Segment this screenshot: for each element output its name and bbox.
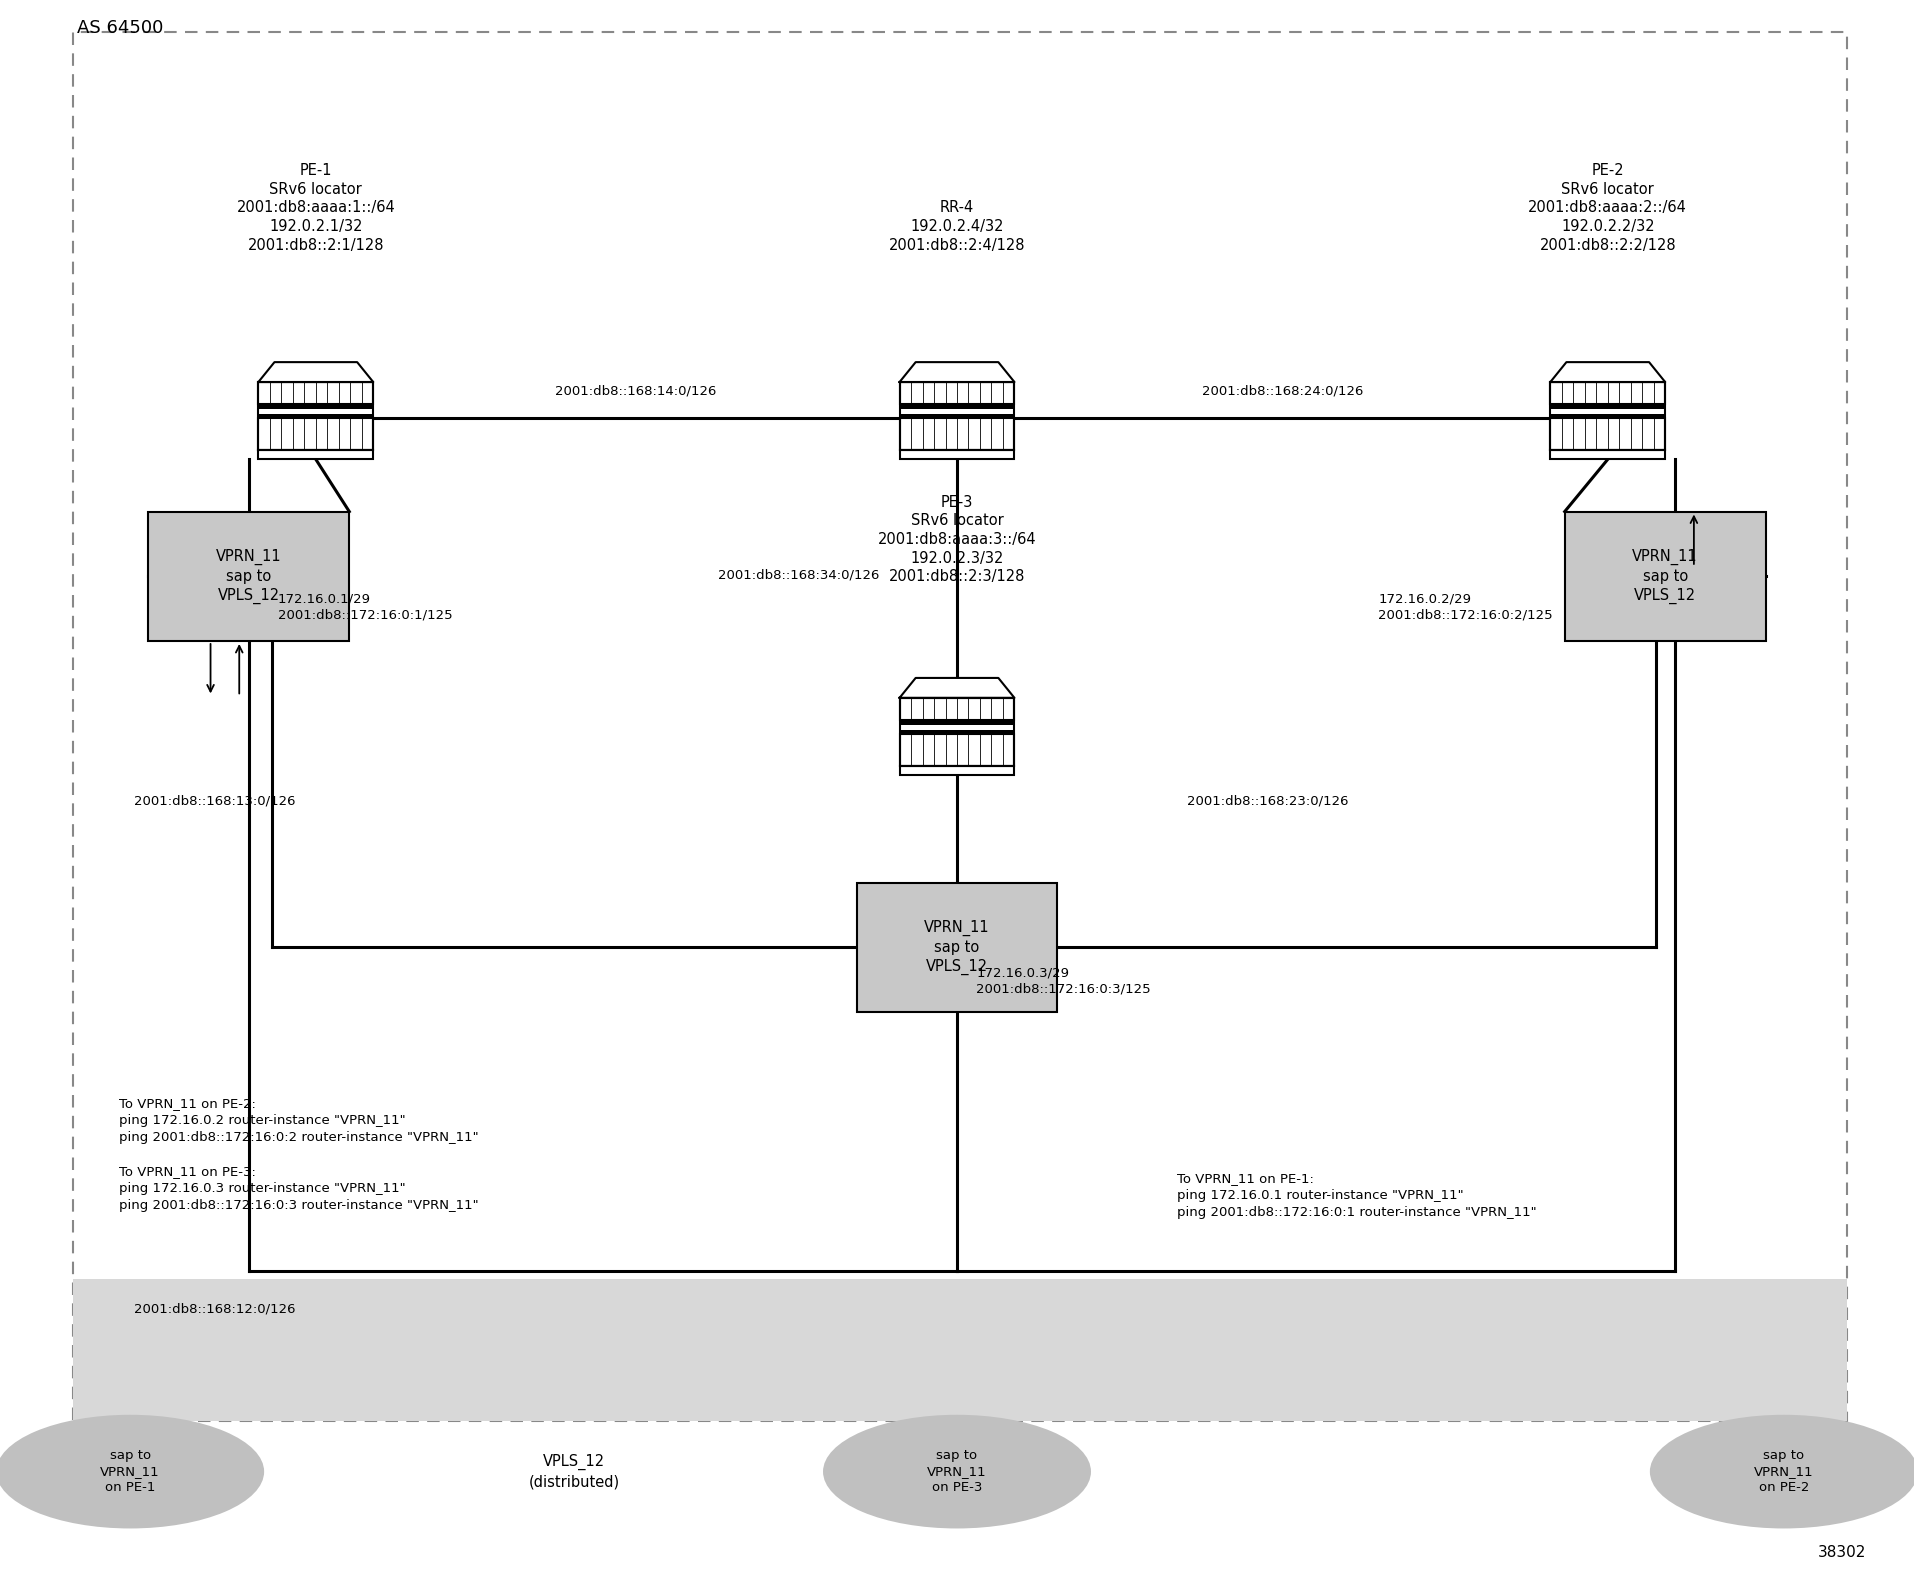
Text: AS 64500: AS 64500 — [77, 19, 163, 36]
Bar — [258, 450, 373, 459]
Polygon shape — [258, 362, 373, 382]
Text: 172.16.0.2/29
2001:db8::172:16:0:2/125: 172.16.0.2/29 2001:db8::172:16:0:2/125 — [1378, 592, 1552, 621]
Bar — [1550, 450, 1665, 459]
Bar — [900, 382, 1014, 450]
Text: To VPRN_11 on PE-2:
ping 172.16.0.2 router-instance "VPRN_11"
ping 2001:db8::172: To VPRN_11 on PE-2: ping 172.16.0.2 rout… — [119, 1097, 478, 1213]
Bar — [900, 698, 1014, 720]
Text: To VPRN_11 on PE-1:
ping 172.16.0.1 router-instance "VPRN_11"
ping 2001:db8::172: To VPRN_11 on PE-1: ping 172.16.0.1 rout… — [1177, 1172, 1537, 1219]
Bar — [73, 32, 1847, 1421]
Text: PE-2
SRv6 locator
2001:db8:aaaa:2::/64
192.0.2.2/32
2001:db8::2:2/128: PE-2 SRv6 locator 2001:db8:aaaa:2::/64 1… — [1527, 163, 1688, 253]
Ellipse shape — [823, 1415, 1091, 1528]
Text: 172.16.0.1/29
2001:db8::172:16:0:1/125: 172.16.0.1/29 2001:db8::172:16:0:1/125 — [278, 592, 452, 621]
Text: RR-4
192.0.2.4/32
2001:db8::2:4/128: RR-4 192.0.2.4/32 2001:db8::2:4/128 — [888, 201, 1026, 253]
Text: PE-1
SRv6 locator
2001:db8:aaaa:1::/64
192.0.2.1/32
2001:db8::2:1/128: PE-1 SRv6 locator 2001:db8:aaaa:1::/64 1… — [237, 163, 394, 253]
Text: VPRN_11
sap to
VPLS_12: VPRN_11 sap to VPLS_12 — [924, 921, 990, 974]
Bar — [900, 414, 1014, 418]
Ellipse shape — [0, 1415, 264, 1528]
Bar — [900, 766, 1014, 775]
Polygon shape — [1550, 362, 1665, 382]
Bar — [258, 382, 373, 404]
Bar — [258, 414, 373, 418]
Ellipse shape — [1650, 1415, 1914, 1528]
Bar — [900, 698, 1014, 766]
Bar — [1566, 512, 1767, 641]
Bar — [900, 382, 1014, 404]
Bar — [1550, 382, 1665, 404]
Text: 2001:db8::168:14:0/126: 2001:db8::168:14:0/126 — [555, 385, 716, 398]
Bar — [258, 404, 373, 409]
Bar — [258, 418, 373, 450]
Bar — [900, 720, 1014, 725]
Polygon shape — [900, 677, 1014, 698]
Text: sap to
VPRN_11
on PE-1: sap to VPRN_11 on PE-1 — [100, 1450, 161, 1494]
Text: 2001:db8::168:24:0/126: 2001:db8::168:24:0/126 — [1202, 385, 1363, 398]
Text: 2001:db8::168:34:0/126: 2001:db8::168:34:0/126 — [718, 568, 879, 581]
Text: sap to
VPRN_11
on PE-2: sap to VPRN_11 on PE-2 — [1753, 1450, 1814, 1494]
Bar — [900, 418, 1014, 450]
Polygon shape — [900, 362, 1014, 382]
Text: 38302: 38302 — [1818, 1546, 1866, 1560]
Text: 2001:db8::168:13:0/126: 2001:db8::168:13:0/126 — [134, 794, 295, 807]
Text: PE-3
SRv6 locator
2001:db8:aaaa:3::/64
192.0.2.3/32
2001:db8::2:3/128: PE-3 SRv6 locator 2001:db8:aaaa:3::/64 1… — [879, 494, 1035, 584]
Bar — [1550, 418, 1665, 450]
Bar — [1550, 382, 1665, 450]
Text: VPLS_12
(distributed): VPLS_12 (distributed) — [528, 1454, 620, 1489]
Text: VPRN_11
sap to
VPLS_12: VPRN_11 sap to VPLS_12 — [1633, 549, 1698, 603]
Bar — [857, 883, 1057, 1012]
Bar — [900, 450, 1014, 459]
Bar — [900, 404, 1014, 409]
Text: sap to
VPRN_11
on PE-3: sap to VPRN_11 on PE-3 — [926, 1450, 988, 1494]
Bar — [1550, 414, 1665, 418]
Text: 172.16.0.3/29
2001:db8::172:16:0:3/125: 172.16.0.3/29 2001:db8::172:16:0:3/125 — [976, 966, 1150, 995]
Text: VPRN_11
sap to
VPLS_12: VPRN_11 sap to VPLS_12 — [216, 549, 281, 603]
Bar — [900, 729, 1014, 734]
Bar — [149, 512, 350, 641]
Bar — [1550, 404, 1665, 409]
Text: 2001:db8::168:12:0/126: 2001:db8::168:12:0/126 — [134, 1303, 295, 1315]
Text: 2001:db8::168:23:0/126: 2001:db8::168:23:0/126 — [1187, 794, 1347, 807]
Bar — [73, 1279, 1847, 1421]
Bar — [258, 382, 373, 450]
Bar — [900, 734, 1014, 766]
